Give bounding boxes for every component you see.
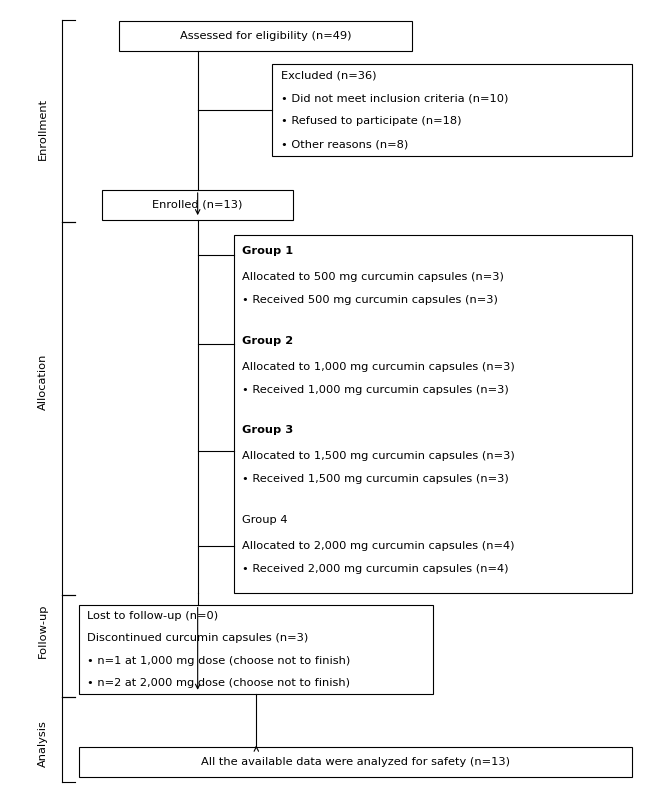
Text: Follow-up: Follow-up <box>38 603 48 657</box>
Text: • Received 2,000 mg curcumin capsules (n=4): • Received 2,000 mg curcumin capsules (n… <box>242 564 509 574</box>
Text: All the available data were analyzed for safety (n=13): All the available data were analyzed for… <box>201 757 510 767</box>
Text: • n=2 at 2,000 mg dose (choose not to finish): • n=2 at 2,000 mg dose (choose not to fi… <box>87 678 350 688</box>
Bar <box>234 235 632 593</box>
Text: • Received 500 mg curcumin capsules (n=3): • Received 500 mg curcumin capsules (n=3… <box>242 295 498 306</box>
Text: Discontinued curcumin capsules (n=3): Discontinued curcumin capsules (n=3) <box>87 634 309 643</box>
Text: Allocated to 2,000 mg curcumin capsules (n=4): Allocated to 2,000 mg curcumin capsules … <box>242 541 515 551</box>
Text: • Received 1,000 mg curcumin capsules (n=3): • Received 1,000 mg curcumin capsules (n… <box>242 385 509 395</box>
Text: • Received 1,500 mg curcumin capsules (n=3): • Received 1,500 mg curcumin capsules (n… <box>242 475 509 484</box>
Bar <box>119 21 413 51</box>
Text: Lost to follow-up (n=0): Lost to follow-up (n=0) <box>87 611 219 621</box>
Text: Analysis: Analysis <box>38 720 48 767</box>
Text: Allocated to 1,500 mg curcumin capsules (n=3): Allocated to 1,500 mg curcumin capsules … <box>242 451 515 461</box>
Bar <box>79 605 433 694</box>
Bar <box>272 64 632 156</box>
Text: • Refused to participate (n=18): • Refused to participate (n=18) <box>280 117 461 126</box>
Text: Group 2: Group 2 <box>242 336 293 345</box>
Text: Group 1: Group 1 <box>242 246 293 256</box>
Text: • Did not meet inclusion criteria (n=10): • Did not meet inclusion criteria (n=10) <box>280 94 508 103</box>
Text: Allocation: Allocation <box>38 353 48 410</box>
Text: Allocated to 1,000 mg curcumin capsules (n=3): Allocated to 1,000 mg curcumin capsules … <box>242 362 515 372</box>
Bar <box>79 747 632 777</box>
Text: Group 3: Group 3 <box>242 426 293 435</box>
Text: Excluded (n=36): Excluded (n=36) <box>280 71 376 80</box>
Text: • n=1 at 1,000 mg dose (choose not to finish): • n=1 at 1,000 mg dose (choose not to fi… <box>87 656 351 665</box>
Text: Assessed for eligibility (n=49): Assessed for eligibility (n=49) <box>180 31 352 41</box>
Text: Allocated to 500 mg curcumin capsules (n=3): Allocated to 500 mg curcumin capsules (n… <box>242 272 504 282</box>
Text: • Other reasons (n=8): • Other reasons (n=8) <box>280 139 408 149</box>
Text: Enrolled (n=13): Enrolled (n=13) <box>152 200 243 210</box>
Text: Enrollment: Enrollment <box>38 98 48 160</box>
Text: Group 4: Group 4 <box>242 515 288 525</box>
Bar <box>102 190 293 220</box>
